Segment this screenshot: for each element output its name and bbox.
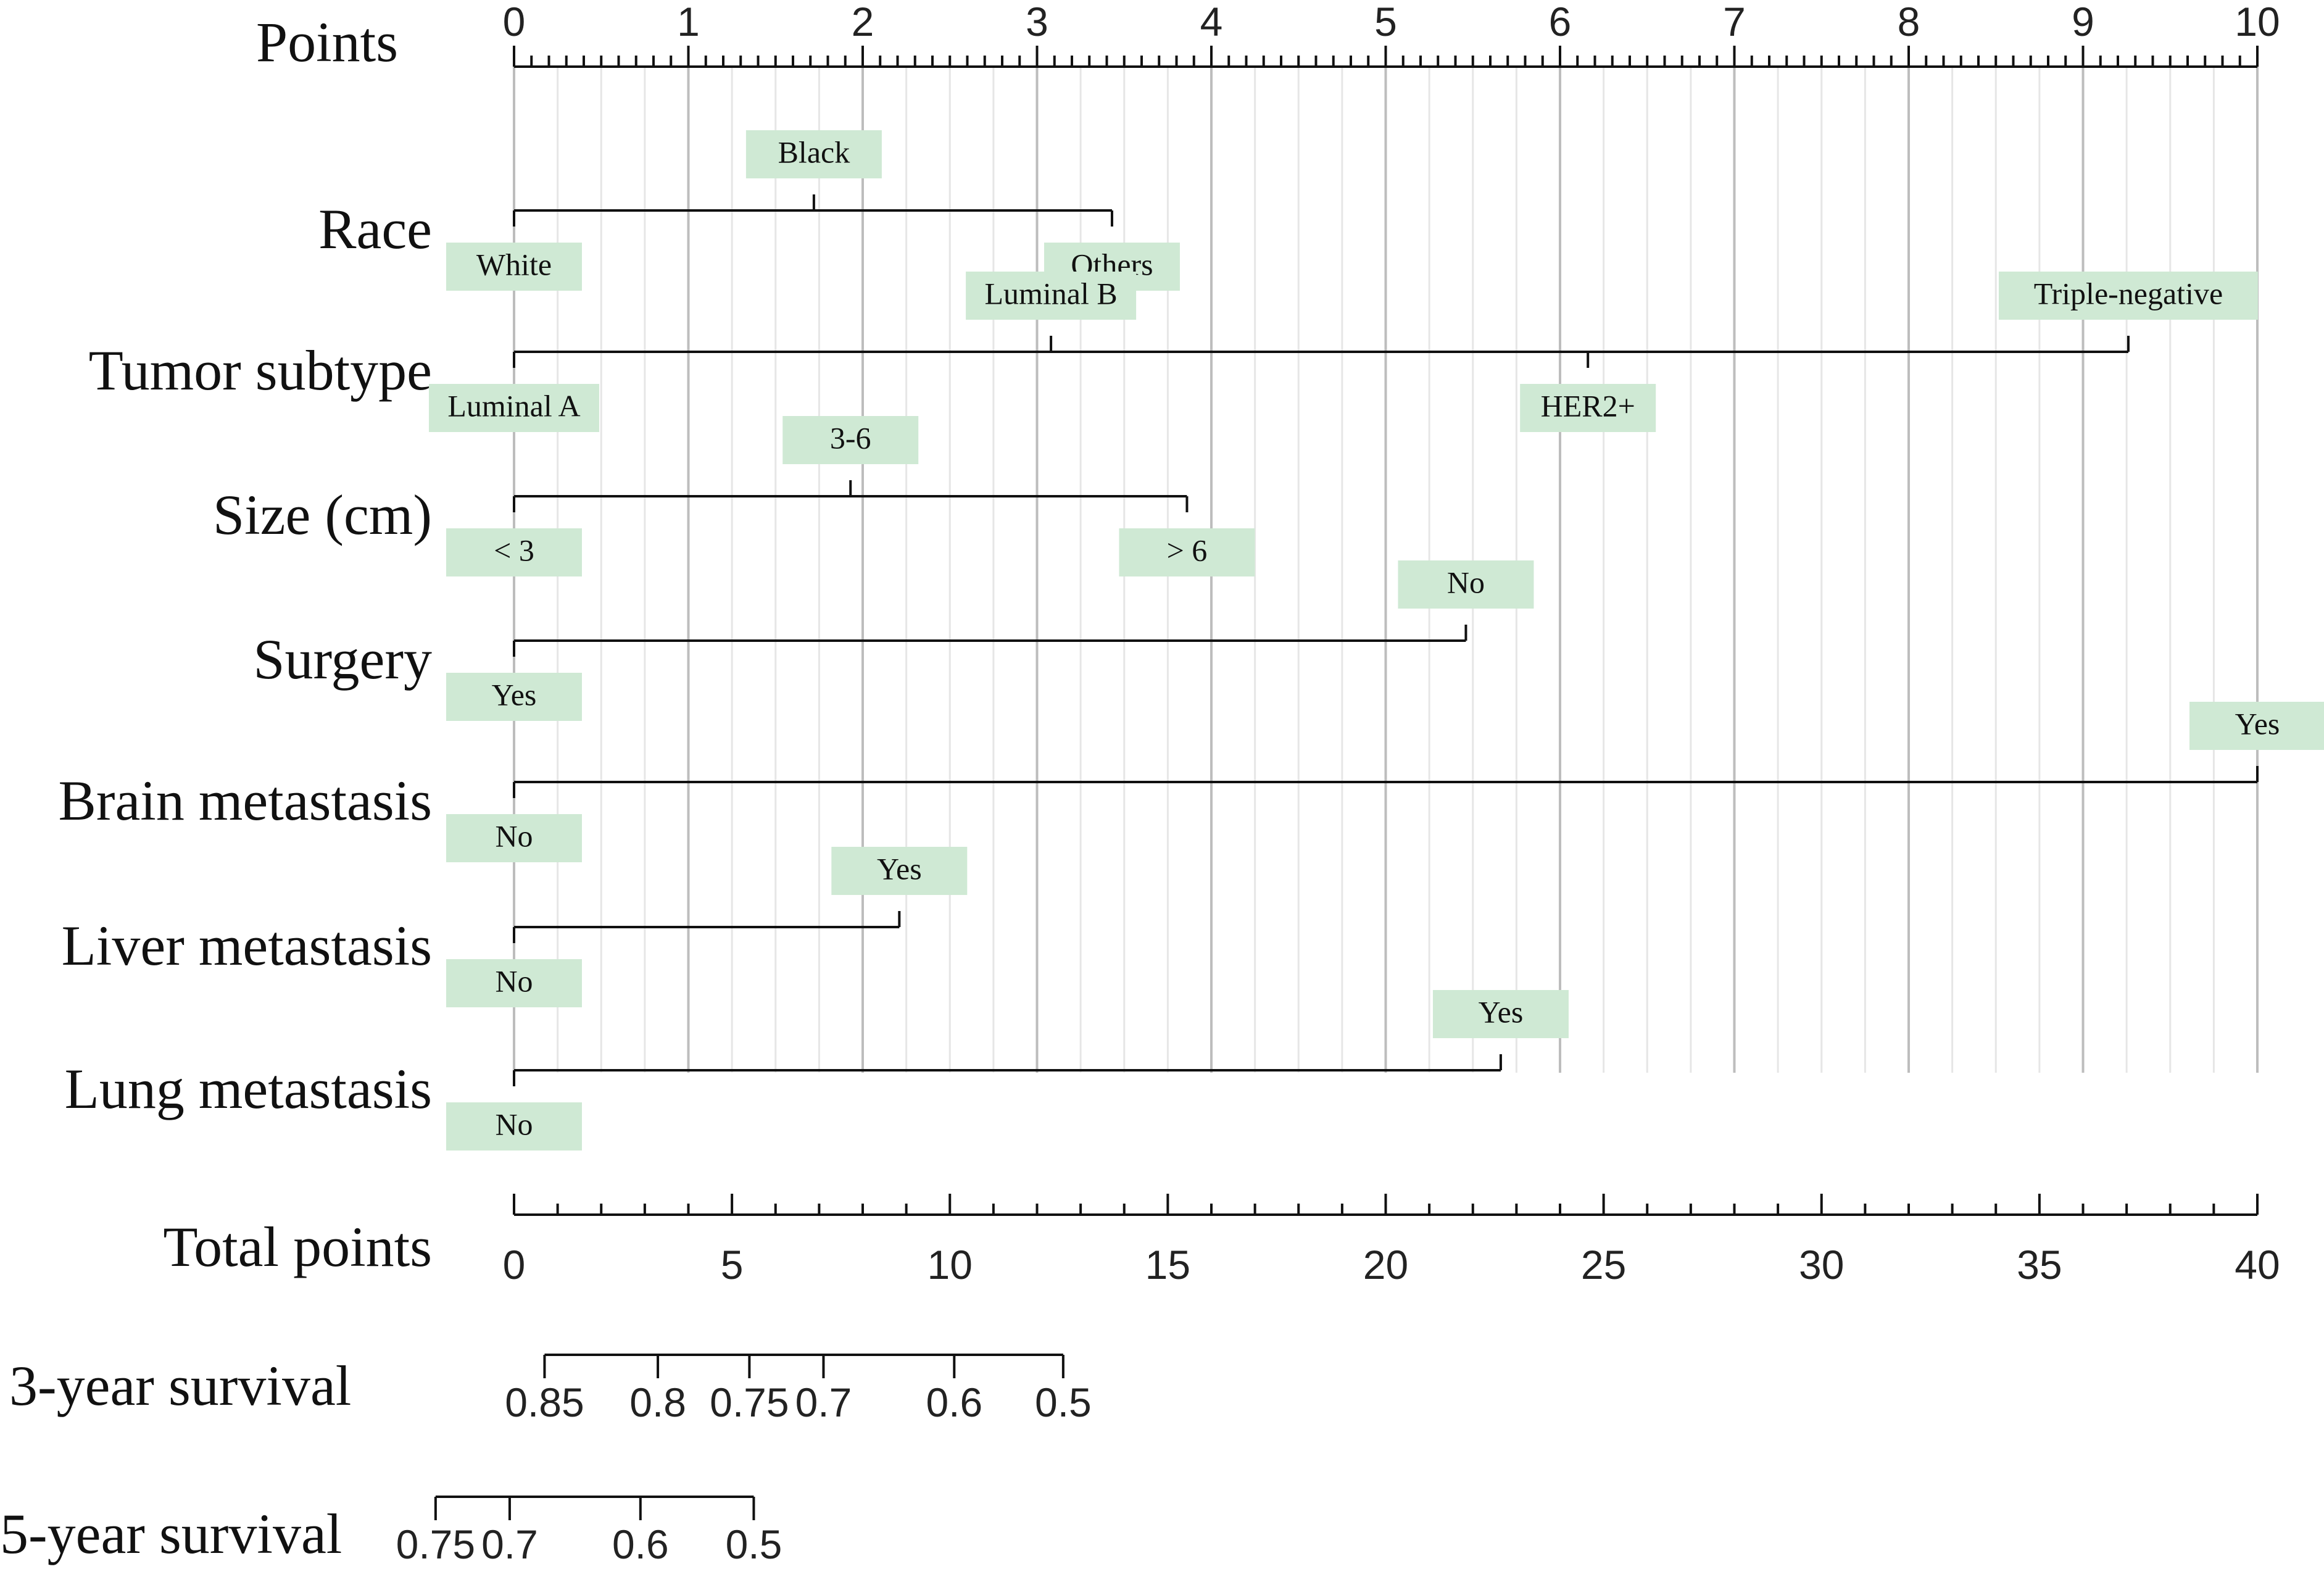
tumor-subtype-category-box (1520, 384, 1656, 432)
size-cm-category-label: 3-6 (830, 420, 871, 455)
lung-metastasis-category-box (1432, 990, 1569, 1038)
row-label-liver-metastasis: Liver metastasis (62, 914, 432, 977)
total-points-tick-label: 30 (1799, 1242, 1844, 1288)
size-cm-category-label: < 3 (494, 533, 534, 567)
points-tick-label: 9 (2072, 0, 2094, 44)
5-year-survival-label: 5-year survival (0, 1502, 342, 1565)
points-tick-label: 6 (1549, 0, 1572, 44)
tumor-subtype-category-label: Triple-negative (2034, 276, 2223, 310)
row-label-brain-metastasis: Brain metastasis (58, 769, 432, 832)
5-year-survival-tick-label: 0.7 (481, 1521, 538, 1567)
size-cm-category-box (1119, 528, 1255, 576)
points-tick-label: 7 (1723, 0, 1746, 44)
total-points-tick-label: 35 (2017, 1242, 2062, 1288)
points-axis-label: Points (256, 10, 398, 73)
total-points-tick-label: 5 (721, 1242, 744, 1288)
row-label-race: Race (318, 198, 432, 260)
liver-metastasis-category-box (446, 959, 582, 1007)
size-cm-category-label: > 6 (1167, 533, 1208, 567)
tumor-subtype-category-box (1998, 272, 2258, 320)
tumor-subtype-category-box (966, 272, 1137, 320)
3-year-survival-tick-label: 0.85 (505, 1379, 584, 1425)
size-cm-category-box (782, 416, 919, 464)
3-year-survival-tick-label: 0.7 (795, 1379, 852, 1425)
row-labels: Points Race Tumor subtype Size (cm) Surgery B… (0, 10, 432, 1565)
race-category-box (446, 243, 582, 291)
3-year-survival-tick-label: 0.5 (1035, 1379, 1092, 1425)
row-label-lung-metastasis: Lung metastasis (65, 1057, 432, 1120)
points-tick-label: 5 (1374, 0, 1397, 44)
points-tick-label: 1 (677, 0, 700, 44)
lung-metastasis-category-label: Yes (1479, 994, 1524, 1029)
brain-metastasis-category-box (2189, 702, 2324, 750)
tumor-subtype-category-box (429, 384, 599, 432)
points-tick-label: 4 (1200, 0, 1223, 44)
size-cm-category-box (446, 528, 582, 576)
3-year-survival-tick-label: 0.75 (710, 1379, 789, 1425)
axes: 0 1 2 3 4 5 6 7 8 9 100 5 10 15 20 25 30 35 400.85 0.8 0.75 0… (396, 0, 2280, 1567)
surgery-category-box (446, 673, 582, 721)
lung-metastasis-category-label: No (495, 1107, 533, 1141)
race-category-label: Black (778, 135, 850, 169)
points-tick-label: 8 (1898, 0, 1920, 44)
brain-metastasis-category-label: No (495, 818, 533, 853)
liver-metastasis-category-label: Yes (877, 851, 922, 886)
race-category-box (745, 130, 882, 178)
total-points-axis-label: Total points (163, 1215, 432, 1278)
5-year-survival-tick-label: 0.6 (612, 1521, 669, 1567)
tumor-subtype-category-label: Luminal A (447, 388, 580, 423)
3-year-survival-tick-label: 0.6 (926, 1379, 982, 1425)
3-year-survival-tick-label: 0.8 (629, 1379, 686, 1425)
row-label-size-cm: Size (cm) (213, 483, 432, 546)
tumor-subtype-category-label: HER2+ (1541, 388, 1635, 423)
grid-lines (513, 67, 2259, 1073)
5-year-survival-tick-label: 0.5 (726, 1521, 782, 1567)
total-points-tick-label: 10 (928, 1242, 973, 1288)
brain-metastasis-category-box (446, 814, 582, 862)
liver-metastasis-category-label: No (495, 963, 533, 998)
lung-metastasis-category-box (446, 1102, 582, 1151)
total-points-tick-label: 15 (1145, 1242, 1190, 1288)
3-year-survival-label: 3-year survival (9, 1354, 351, 1417)
surgery-category-label: No (1447, 565, 1485, 599)
points-tick-label: 0 (503, 0, 526, 44)
total-points-tick-label: 25 (1581, 1242, 1626, 1288)
total-points-tick-label: 40 (2235, 1242, 2280, 1288)
5-year-survival-tick-label: 0.75 (396, 1521, 475, 1567)
total-points-tick-label: 0 (503, 1242, 526, 1288)
liver-metastasis-category-box (831, 847, 968, 895)
brain-metastasis-category-label: Yes (2235, 706, 2280, 741)
surgery-category-label: Yes (492, 677, 537, 712)
points-tick-label: 10 (2235, 0, 2280, 44)
surgery-category-box (1398, 560, 1534, 609)
row-label-surgery: Surgery (253, 628, 432, 691)
race-category-label: White (476, 247, 552, 281)
points-tick-label: 2 (852, 0, 874, 44)
tumor-subtype-category-label: Luminal B (984, 276, 1117, 310)
points-tick-label: 3 (1026, 0, 1048, 44)
row-label-tumor-subtype: Tumor subtype (89, 339, 432, 402)
total-points-tick-label: 20 (1363, 1242, 1408, 1288)
